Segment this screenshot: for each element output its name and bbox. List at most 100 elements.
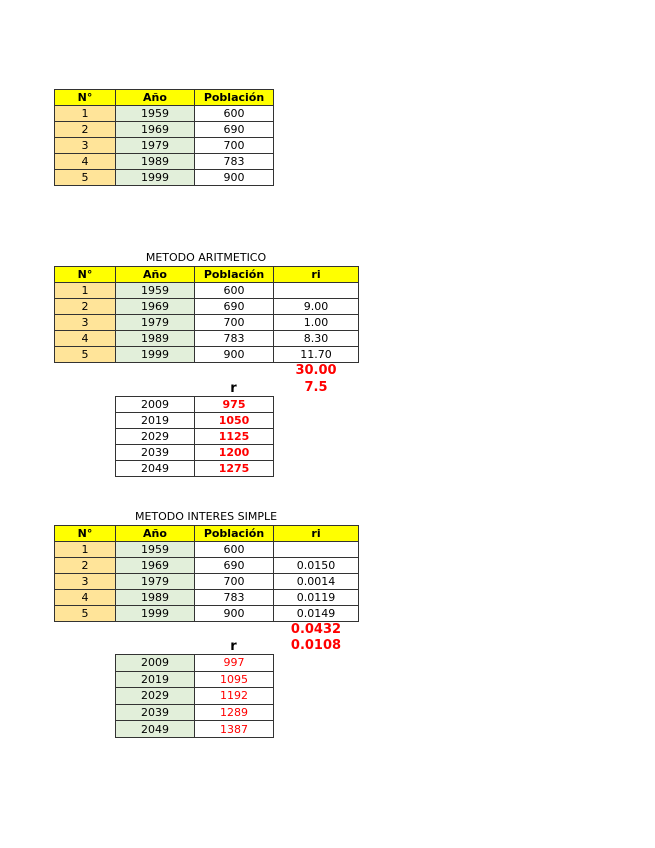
projection-value[interactable]: 997 [194,654,274,672]
projection-year[interactable]: 2039 [115,444,195,461]
table-cell[interactable]: 1989 [115,153,195,170]
table-cell[interactable]: 1989 [115,589,195,606]
projection-year[interactable]: 2019 [115,670,195,689]
table-cell[interactable]: 1 [54,541,116,558]
table-cell[interactable]: 783 [194,330,274,347]
projection-value[interactable]: 1192 [194,687,274,705]
table-cell[interactable]: 690 [194,557,274,574]
projection-value[interactable]: 975 [194,396,274,413]
table-cell[interactable]: 690 [194,298,274,315]
projection-year[interactable]: 2049 [115,460,195,477]
table-cell[interactable]: 783 [194,153,274,170]
table-cell[interactable]: 1959 [115,282,195,299]
table-cell[interactable]: 3 [54,137,116,154]
table-cell[interactable]: 1 [54,282,116,299]
projection-value[interactable]: 1387 [194,720,274,738]
table-row: 1 1959 600 [54,105,274,122]
column-header[interactable]: N° [54,89,116,106]
table-cell[interactable] [273,541,359,558]
projection-row: 2049 1275 [115,460,274,477]
table-cell[interactable]: 5 [54,169,116,186]
column-header[interactable]: ri [273,266,359,283]
column-header[interactable]: N° [54,266,116,283]
projection-row: 2039 1200 [115,444,274,461]
projection-value[interactable]: 1125 [194,428,274,445]
projection-year[interactable]: 2029 [115,687,195,705]
table-cell[interactable]: 1989 [115,330,195,347]
column-header[interactable]: Población [194,266,274,283]
table-row: 3 1979 700 [54,137,274,154]
header-row: N° Año Población ri [54,266,359,283]
projection-value[interactable]: 1275 [194,460,274,477]
table-cell[interactable]: 8.30 [273,330,359,347]
column-header[interactable]: Población [194,525,274,542]
table-cell[interactable]: 1979 [115,137,195,154]
projection-row: 2019 1095 [115,670,274,689]
projection-value[interactable]: 1200 [194,444,274,461]
projection-year[interactable]: 2029 [115,428,195,445]
column-header[interactable]: ri [273,525,359,542]
table-cell[interactable]: 1969 [115,557,195,574]
table-cell[interactable]: 700 [194,314,274,331]
table-row: 1 1959 600 [54,282,359,299]
table-row: 2 1969 690 0.0150 [54,557,359,574]
table-cell[interactable]: 900 [194,169,274,186]
table-cell[interactable]: 0.0119 [273,589,359,606]
column-header[interactable]: Año [115,89,195,106]
table-cell[interactable]: 1979 [115,573,195,590]
table-cell[interactable]: 1969 [115,121,195,138]
table-cell[interactable]: 1959 [115,541,195,558]
projection-year[interactable]: 2009 [115,396,195,413]
projection-value[interactable]: 1095 [194,670,274,689]
table-cell[interactable]: 1.00 [273,314,359,331]
table-row: 2 1969 690 9.00 [54,298,359,315]
table-cell[interactable]: 2 [54,298,116,315]
projection-value[interactable]: 1050 [194,412,274,429]
table-cell[interactable]: 1979 [115,314,195,331]
table-cell[interactable]: 0.0150 [273,557,359,574]
projection-year[interactable]: 2019 [115,412,195,429]
column-header[interactable]: N° [54,525,116,542]
table-cell[interactable]: 1999 [115,169,195,186]
table-cell[interactable]: 4 [54,589,116,606]
aritmetico-table: N° Año Población ri 1 1959 600 2 1969 690 9.00 3 197… [54,266,359,363]
table-cell[interactable]: 690 [194,121,274,138]
population-table: N° Año Población 1 1959 600 2 1969 690 3 1979 700 4 1… [54,89,274,186]
table-cell[interactable]: 4 [54,330,116,347]
projection-year[interactable]: 2009 [115,654,195,672]
table-cell[interactable]: 9.00 [273,298,359,315]
projection-row: 2039 1289 [115,703,274,722]
table-cell[interactable]: 900 [194,346,274,363]
table-cell[interactable]: 1959 [115,105,195,122]
projection-year[interactable]: 2049 [115,720,195,738]
table-cell[interactable]: 5 [54,605,116,622]
table-cell[interactable]: 2 [54,121,116,138]
table-cell[interactable]: 600 [194,282,274,299]
table-cell[interactable]: 11.70 [273,346,359,363]
table-cell[interactable]: 4 [54,153,116,170]
table-cell[interactable]: 0.0149 [273,605,359,622]
table-cell[interactable]: 1999 [115,346,195,363]
table-cell[interactable] [273,282,359,299]
projection-row: 2009 997 [115,654,274,672]
table-cell[interactable]: 900 [194,605,274,622]
aritmetico-projection-table: 2009 975 2019 1050 2029 1125 2039 1200 2049 1275 [115,396,274,477]
column-header[interactable]: Año [115,266,195,283]
table-cell[interactable]: 2 [54,557,116,574]
table-cell[interactable]: 3 [54,573,116,590]
table-cell[interactable]: 700 [194,573,274,590]
table-cell[interactable]: 783 [194,589,274,606]
table-cell[interactable]: 600 [194,541,274,558]
table-cell[interactable]: 0.0014 [273,573,359,590]
table-cell[interactable]: 5 [54,346,116,363]
table-cell[interactable]: 3 [54,314,116,331]
table-cell[interactable]: 1 [54,105,116,122]
projection-year[interactable]: 2039 [115,703,195,722]
column-header[interactable]: Población [194,89,274,106]
projection-value[interactable]: 1289 [194,703,274,722]
column-header[interactable]: Año [115,525,195,542]
table-cell[interactable]: 1999 [115,605,195,622]
table-cell[interactable]: 700 [194,137,274,154]
table-cell[interactable]: 1969 [115,298,195,315]
table-cell[interactable]: 600 [194,105,274,122]
